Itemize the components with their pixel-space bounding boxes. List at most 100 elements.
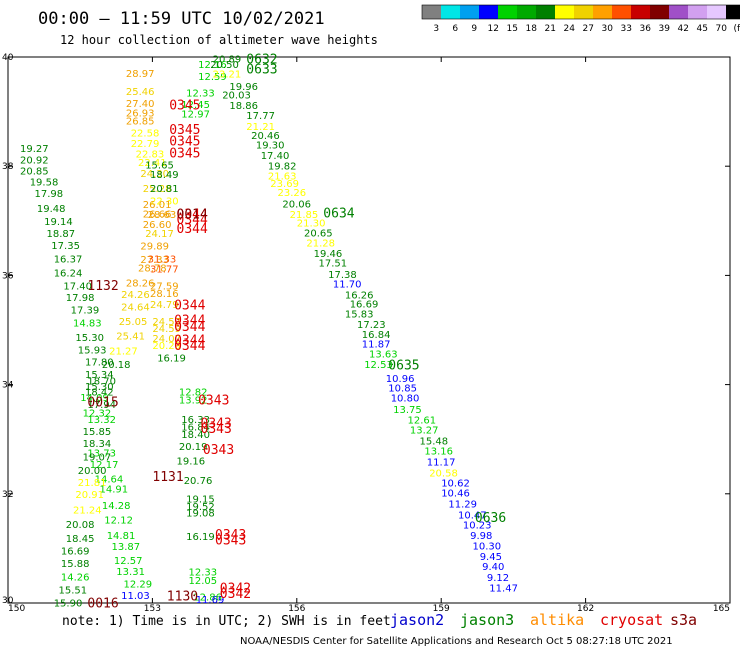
chart-title: 00:00 – 11:59 UTC 10/02/2021 [38, 9, 325, 29]
wave-height-point: 22.58 [131, 129, 160, 140]
wave-height-point: 25.05 [119, 317, 148, 328]
wave-height-point: 12.97 [181, 110, 210, 121]
y-tick-label: 40 [2, 53, 14, 63]
wave-height-point: 13.75 [393, 405, 422, 416]
y-tick-label: 32 [2, 490, 13, 500]
wave-height-point: 18.34 [83, 439, 112, 450]
wave-height-point: 10.47 [458, 510, 487, 521]
wave-height-point: 27.40 [126, 99, 155, 110]
wave-height-point: 24.17 [145, 229, 174, 240]
wave-height-point: 19.15 [186, 495, 215, 506]
wave-height-point: 20.81 [150, 184, 179, 195]
wave-height-point: 20.91 [75, 490, 104, 501]
wave-height-point: 17.35 [51, 241, 80, 252]
wave-height-point: 17.51 [319, 259, 348, 270]
y-tick-label: 36 [2, 271, 14, 281]
wave-height-point: 17.80 [85, 358, 114, 369]
wave-height-point: 14.64 [95, 474, 124, 485]
wave-height-point: 11.70 [333, 279, 362, 290]
wave-height-point: 12.61 [408, 415, 437, 426]
wave-height-point: 12.12 [104, 515, 133, 526]
wave-height-point: 19.16 [177, 456, 206, 467]
wave-height-point: 18.87 [47, 229, 76, 240]
color-scale-label: 18 [526, 24, 538, 34]
wave-height-point: 20.89 [213, 55, 242, 66]
wave-height-point: 9.12 [487, 573, 509, 584]
color-scale-label: 24 [564, 24, 576, 34]
wave-height-point: 20.92 [20, 156, 49, 167]
wave-height-point: 15.90 [54, 598, 83, 609]
color-scale-label: 33 [621, 24, 632, 34]
wave-height-point: 28.63 [148, 210, 177, 221]
wave-height-point: 22.41 [138, 158, 167, 169]
wave-height-point: 21.30 [297, 218, 326, 229]
wave-height-point: 16.84 [181, 423, 210, 434]
wave-height-point: 22.30 [150, 196, 179, 207]
wave-height-point: 24.07 [152, 334, 181, 345]
wave-height-point: 10.96 [386, 374, 415, 385]
wave-height-point: 28.78 [138, 264, 167, 275]
wave-height-point: 20.06 [282, 200, 311, 211]
wave-height-point: 31.33 [148, 254, 177, 265]
pass-time-label: 0014 [177, 208, 208, 223]
color-swatch [517, 5, 536, 19]
color-swatch [460, 5, 479, 19]
satellite-legend-altika: altika [530, 611, 584, 629]
chart-subtitle: 12 hour collection of altimeter wave hei… [60, 33, 378, 47]
wave-height-point: 15.83 [345, 309, 374, 320]
pass-time-label: 0345 [169, 135, 200, 150]
pass-time-label: 0015 [87, 395, 118, 410]
wave-height-point: 10.30 [473, 542, 502, 553]
wave-height-point: 20.19 [179, 442, 208, 453]
wave-height-point: 13.92 [179, 396, 208, 407]
x-tick-label: 153 [144, 604, 161, 614]
wave-height-point: 15.51 [59, 586, 88, 597]
pass-time-label: 0342 [220, 582, 251, 597]
wave-height-point: 14.81 [107, 531, 136, 542]
pass-time-label: 0343 [203, 443, 234, 458]
wave-height-point: 25.46 [126, 87, 155, 98]
wave-height-point: 18.40 [181, 430, 210, 441]
color-scale-label: 42 [678, 24, 689, 34]
plot-frame [7, 56, 731, 604]
color-scale-frame [421, 4, 740, 20]
pass-time-label: 0344 [174, 320, 205, 335]
wave-height-point: 20.46 [251, 131, 280, 142]
wave-height-point: 13.16 [424, 447, 453, 458]
pass-time-label: 0344 [174, 298, 205, 313]
color-scale-label: 6 [452, 24, 458, 34]
wave-height-point: 13.31 [116, 567, 145, 578]
wave-height-point: 12.29 [124, 580, 153, 591]
wave-height-point: 18.70 [87, 377, 116, 388]
wave-height-point: 15.85 [83, 427, 112, 438]
wave-height-point: 12.82 [179, 388, 208, 399]
wave-height-point: 20.58 [429, 468, 458, 479]
color-scale-label: (ft) [733, 24, 740, 34]
wave-height-point: 12.53 [364, 360, 393, 371]
wave-height-point: 9.98 [470, 531, 492, 542]
pass-time-label: 0342 [220, 587, 251, 602]
pass-time-label: 0633 [246, 62, 277, 77]
color-scale-label: 70 [716, 24, 728, 34]
wave-height-point: 12.33 [189, 568, 218, 579]
wave-height-point: 21.85 [290, 210, 319, 221]
x-tick-label: 159 [433, 604, 450, 614]
wave-height-point: 25.41 [116, 331, 145, 342]
pass-time-label: 0344 [177, 213, 208, 228]
satellite-legend: jason2 jason3 altika cryosat s3a [390, 611, 697, 629]
wave-height-point: 21.27 [109, 347, 138, 358]
wave-height-point: 15.93 [78, 346, 107, 357]
color-swatch [536, 5, 555, 19]
pass-time-label: 0343 [201, 417, 232, 432]
y-tick-label: 30 [2, 596, 14, 606]
satellite-legend-jason3: jason3 [460, 611, 514, 629]
color-swatch [422, 5, 441, 19]
wave-height-point: 19.82 [268, 162, 297, 173]
wave-height-point: 17.39 [71, 306, 100, 317]
pass-time-label: 0344 [174, 334, 205, 349]
pass-time-label: 1131 [152, 470, 183, 485]
wave-height-point: 9.40 [482, 562, 504, 573]
wave-height-point: 16.26 [345, 290, 374, 301]
wave-height-point: 11.17 [427, 457, 456, 468]
